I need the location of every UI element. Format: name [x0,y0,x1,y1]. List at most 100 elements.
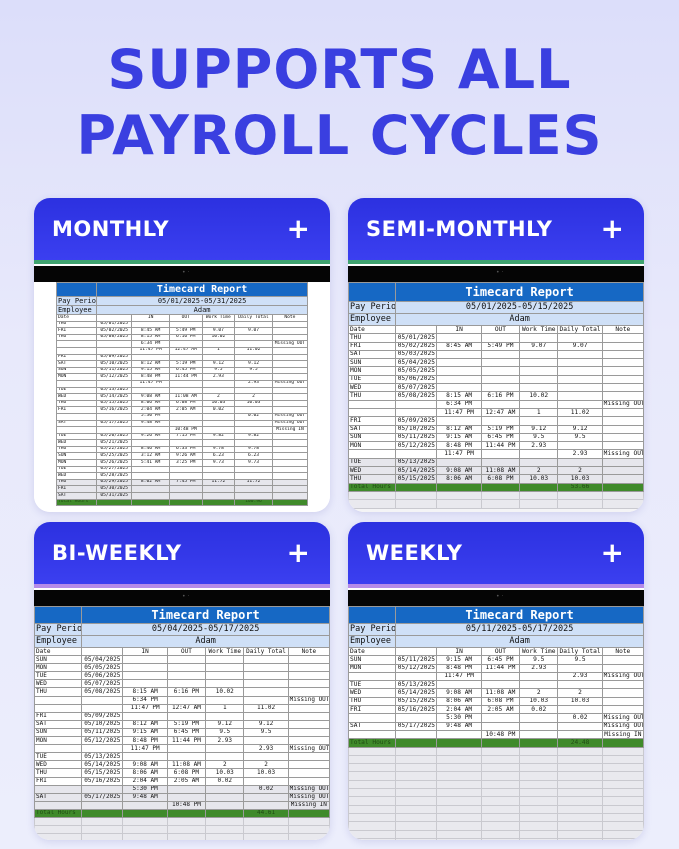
empty-cell [243,825,289,835]
empty-cell [122,816,168,827]
column-header: Date [348,324,397,335]
empty-cell [601,499,644,509]
empty-cell [601,779,644,790]
out-cell [480,399,521,409]
note-cell [271,439,309,447]
note-cell: Missing OUT [601,721,644,731]
empty-row [348,771,644,781]
empty-cell [395,804,438,814]
pay-period-value: 05/04/2025-05/17/2025 [81,623,330,636]
daily-total-cell [243,679,289,689]
date-cell: 05/26/2025 [96,459,133,467]
plus-icon[interactable]: + [286,536,310,569]
table-row: FRI 05/02/2025 8:45 AM 5:49 PM 9.07 9.07 [55,327,309,335]
plus-icon[interactable]: + [286,212,310,245]
out-cell: 6:08 PM [168,399,203,408]
table-row: 5:30 PM 0.02 Missing OUT [348,713,644,723]
work-time-cell [201,340,236,348]
date-cell: 05/14/2025 [395,466,438,476]
in-cell [122,655,168,665]
day-cell: WED [34,679,83,689]
note-cell [601,432,644,443]
empty-cell [436,796,482,806]
empty-cell [480,812,521,823]
card-stripe [348,260,644,264]
table-row: FRI 05/09/2025 [348,416,644,426]
daily-total-cell: 9.78 [234,445,273,454]
date-cell: 05/15/2025 [395,474,438,484]
table-row: SAT 05/17/2025 9:48 AM Missing OUT [34,792,330,802]
out-cell: 5:49 PM [168,327,203,335]
empty-cell [436,754,482,765]
employee-name: Adam [81,635,330,648]
daily-total-cell [243,663,289,673]
out-cell [168,472,203,480]
table-row: 11:47 PM 12:47 AM 1 11.02 [348,407,644,418]
table-row: WED 05/28/2025 [55,472,309,480]
in-cell: 11:47 PM [131,346,170,355]
work-time-cell: 10.02 [205,687,245,697]
column-header: OUT [168,314,203,322]
column-header: Date [34,646,83,657]
work-time-cell: 9.78 [201,445,236,454]
note-cell [287,727,330,738]
table-row: 5:30 PM 0.02 Missing OUT [34,784,330,794]
out-cell [166,671,207,681]
date-cell: 05/01/2025 [96,320,133,329]
daily-total-cell [557,349,603,360]
empty-cell [81,833,124,840]
out-cell: 12:47 AM [480,407,521,418]
empty-cell [557,763,603,773]
work-time-cell [519,416,559,426]
report-title-row: Timecard Report [348,606,644,624]
in-cell: 11:47 PM [436,449,482,459]
date-cell: 05/04/2025 [81,655,124,665]
employee-label: Employee [348,635,397,648]
empty-cell [348,490,397,501]
out-cell: 3:25 PM [168,459,203,467]
empty-cell [557,788,603,798]
empty-cell [122,833,168,840]
empty-cell [348,771,397,781]
table-row: SAT 05/17/2025 9:48 AM Missing OUT [55,419,309,428]
table-row: WED 05/21/2025 [55,439,309,447]
day-cell: SUN [348,432,397,443]
empty-cell [287,833,330,840]
work-time-cell [201,379,236,388]
date-cell [81,744,124,754]
in-cell: 8:06 AM [436,474,482,484]
date-cell [81,784,124,794]
table-row: SUN 05/04/2025 [34,655,330,665]
table-row: TUE 05/27/2025 [55,465,309,474]
empty-cell [601,771,644,781]
empty-cell [243,833,289,840]
note-cell [271,353,309,362]
empty-cell [348,829,397,839]
day-cell: THU [55,399,98,408]
table-row: FRI 05/09/2025 [34,711,330,721]
note-cell [601,424,644,434]
empty-row [348,812,644,823]
in-cell: 5:30 PM [131,412,170,421]
day-cell [55,340,98,348]
day-cell [55,346,98,355]
plus-icon[interactable]: + [600,536,624,569]
note-cell [601,696,644,707]
plus-icon[interactable]: + [600,212,624,245]
daily-total-cell [557,333,603,343]
employee-label: Employee [55,305,98,315]
in-cell: 9:08 AM [122,760,168,770]
report-title: Timecard Report [96,282,308,297]
empty-cell [480,804,521,814]
day-cell: WED [348,466,397,476]
work-time-cell [201,320,236,329]
table-row: MON 05/05/2025 [34,663,330,673]
in-cell [122,711,168,721]
out-cell [480,671,521,682]
note-cell [287,736,330,746]
table-row: THU 05/29/2025 8:02 AM 7:45 PM 11.72 11.72 [55,478,309,487]
work-time-cell: 2.93 [519,663,559,673]
empty-cell [480,746,521,756]
